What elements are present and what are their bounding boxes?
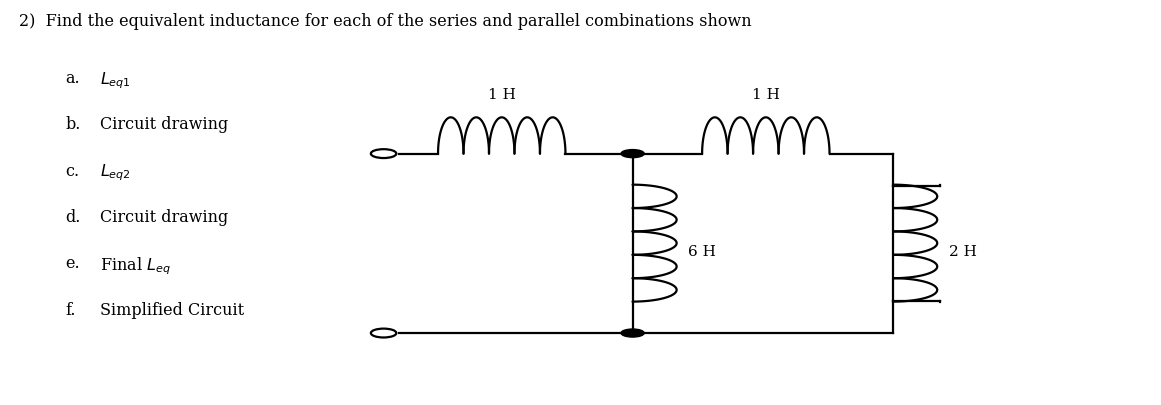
Text: d.: d. (65, 209, 80, 226)
Circle shape (621, 329, 644, 337)
Text: Circuit drawing: Circuit drawing (100, 116, 228, 133)
Text: f.: f. (65, 301, 75, 318)
Text: a.: a. (65, 70, 80, 87)
Text: 1 H: 1 H (752, 88, 780, 102)
Text: 2)  Find the equivalent inductance for each of the series and parallel combinati: 2) Find the equivalent inductance for ea… (19, 13, 751, 30)
Text: c.: c. (65, 162, 79, 179)
Text: e.: e. (65, 255, 80, 272)
Text: 1 H: 1 H (488, 88, 515, 102)
Text: Circuit drawing: Circuit drawing (100, 209, 228, 226)
Text: 2 H: 2 H (949, 245, 976, 258)
Text: Simplified Circuit: Simplified Circuit (100, 301, 244, 318)
Text: $\mathit{L}_{eq1}$: $\mathit{L}_{eq1}$ (100, 70, 131, 90)
Text: b.: b. (65, 116, 80, 133)
Text: Final $\mathit{L}_{eq}$: Final $\mathit{L}_{eq}$ (100, 255, 171, 276)
Text: $\mathit{L}_{eq2}$: $\mathit{L}_{eq2}$ (100, 162, 131, 183)
Text: 6 H: 6 H (688, 245, 716, 258)
Circle shape (621, 150, 644, 158)
